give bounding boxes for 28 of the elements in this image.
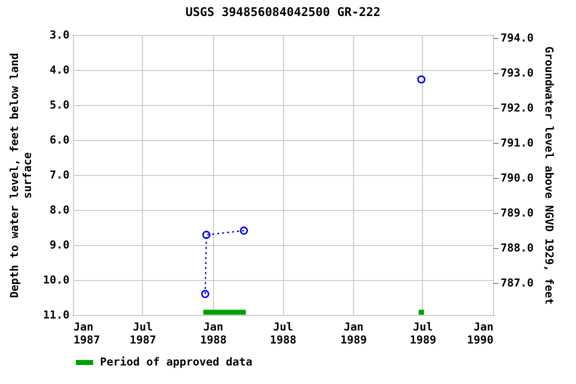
x-tick-label: Jul 1988 — [270, 320, 296, 346]
y2-tick-label: 792.0 — [500, 101, 534, 114]
y2-tick-label: 791.0 — [500, 136, 534, 150]
y-axis-title: Depth to water level, feet below land surface — [8, 52, 34, 298]
legend-label: Period of approved data — [100, 356, 252, 368]
y2-tick-label: 787.0 — [500, 276, 534, 290]
y2-tick-label: 790.0 — [500, 171, 534, 184]
y-tick-label: 5.0 — [50, 98, 70, 112]
y-tick-label: 3.0 — [50, 28, 70, 42]
y-tick-label: 10.0 — [43, 274, 70, 286]
y2-tick-label: 794.0 — [500, 31, 534, 44]
y-tick-label: 6.0 — [50, 134, 70, 146]
y-tick-label: 7.0 — [50, 168, 70, 182]
y2-tick-label: 788.0 — [500, 241, 534, 254]
y2-tick-label: 793.0 — [500, 66, 534, 80]
y-tick-label: 9.0 — [50, 238, 70, 252]
y-tick-label: 11.0 — [43, 308, 70, 322]
x-tick-label: Jan 1987 — [74, 320, 100, 346]
chart-title: USGS 394856084042500 GR-222 — [185, 5, 381, 19]
y-tick-label: 8.0 — [50, 204, 70, 216]
y2-tick-label: 789.0 — [500, 206, 534, 220]
y2-axis-title: Groundwater level above NGVD 1929, feet — [542, 46, 556, 305]
x-tick-label: Jul 1987 — [130, 320, 156, 346]
y-tick-label: 4.0 — [50, 64, 70, 76]
x-tick-label: Jan 1990 — [467, 320, 494, 346]
x-tick-label: Jul 1989 — [410, 320, 436, 346]
x-tick-label: Jan 1989 — [340, 320, 367, 346]
x-tick-label: Jan 1988 — [200, 320, 227, 346]
